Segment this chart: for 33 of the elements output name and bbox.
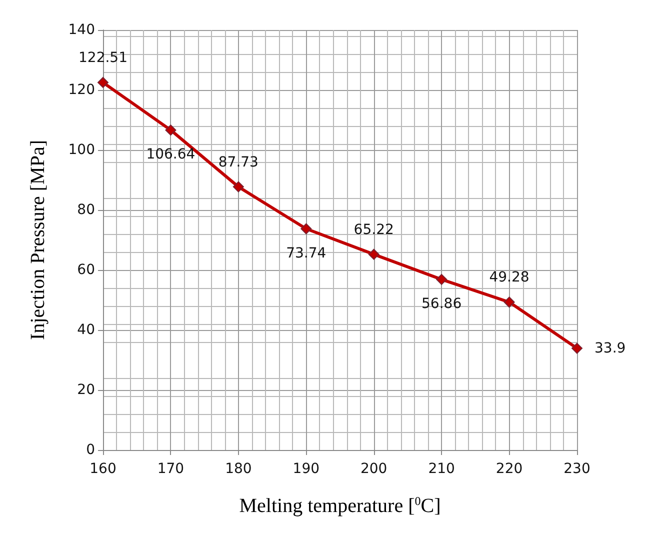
- point: [504, 296, 515, 308]
- x-tick-label: 200: [360, 461, 388, 477]
- y-tick-label: 20: [77, 382, 95, 398]
- data-label: 87.73: [218, 154, 258, 170]
- point: [232, 181, 244, 192]
- point: [98, 76, 108, 88]
- y-axis-title: Injection Pressure [MPa]: [27, 140, 49, 340]
- x-tick-label: 230: [564, 461, 590, 477]
- data-label: 56.86: [422, 296, 462, 312]
- y-tick-label: 140: [68, 22, 95, 38]
- data-label: 106.64: [146, 146, 196, 163]
- x-tick-label: 180: [225, 461, 252, 477]
- x-tick-label: 160: [90, 461, 116, 477]
- point: [368, 248, 380, 260]
- data-label: 49.28: [489, 270, 530, 286]
- x-tick-label: 190: [292, 461, 320, 477]
- data-label: 73.74: [286, 245, 326, 262]
- y-tick-label: 80: [77, 202, 95, 218]
- y-tick-label: 100: [68, 142, 95, 158]
- y-tick-label: 120: [68, 82, 95, 98]
- y-tick-label: 60: [77, 262, 95, 278]
- point: [165, 124, 176, 136]
- x-tick-label: 220: [496, 461, 523, 477]
- point: [436, 274, 448, 285]
- data-label: 33.9: [594, 340, 626, 356]
- x-tick-label: 210: [428, 461, 455, 477]
- y-tick-label: 0: [86, 442, 95, 458]
- y-tick-label: 40: [77, 322, 95, 338]
- x-tick-label: 170: [157, 461, 184, 477]
- data-label: 65.22: [354, 222, 394, 238]
- data-label: 122.51: [78, 50, 128, 66]
- point: [300, 223, 312, 234]
- point: [572, 342, 582, 354]
